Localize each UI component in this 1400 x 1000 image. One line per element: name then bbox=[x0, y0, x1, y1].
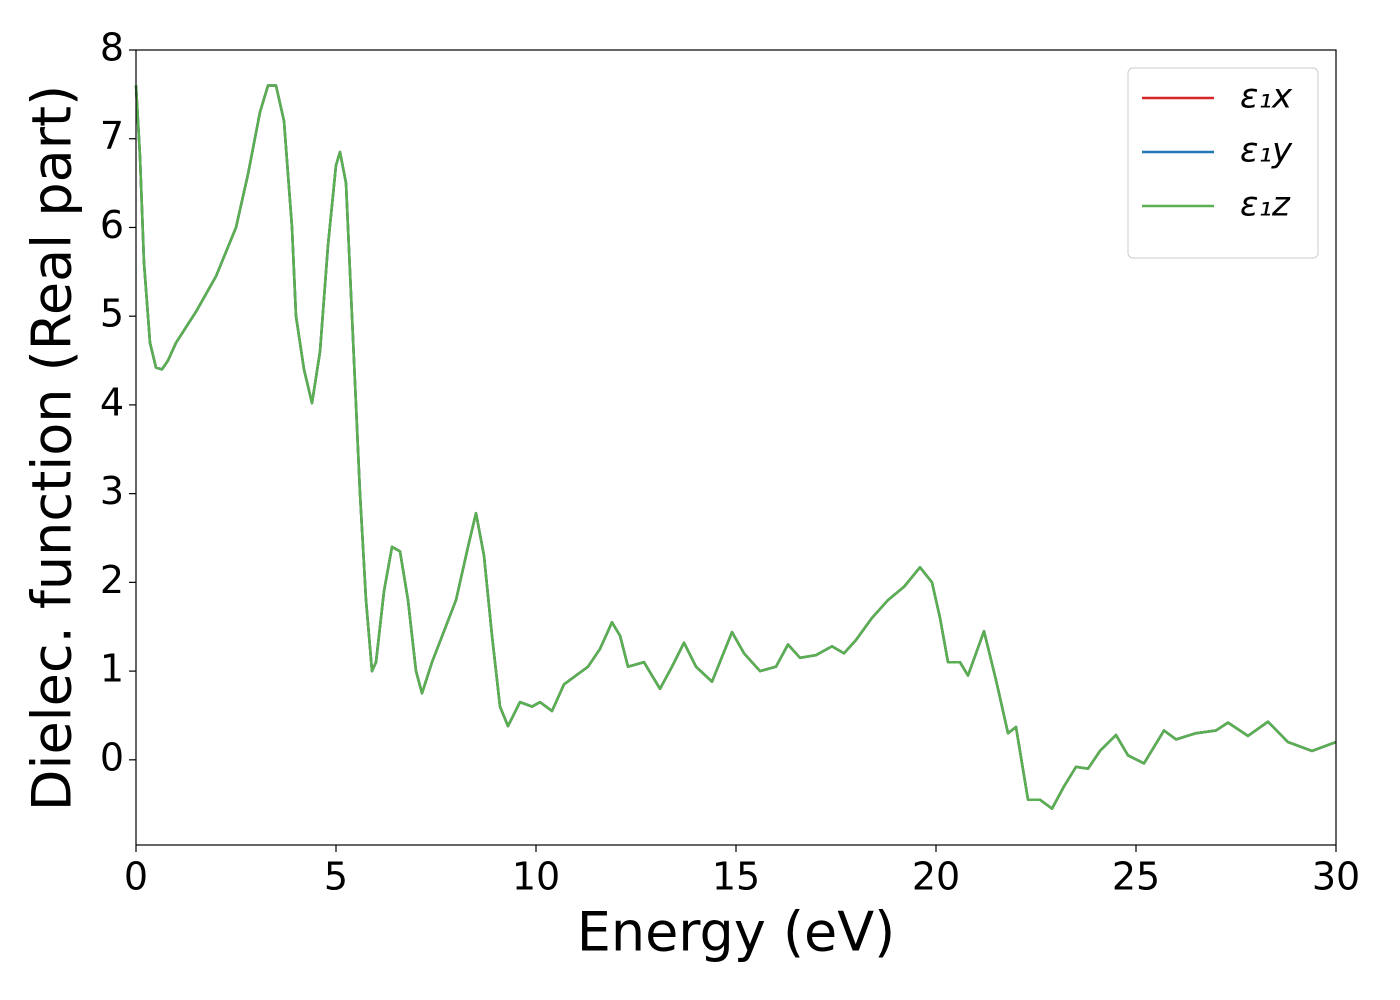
y-axis-label: Dielec. function (Real part) bbox=[21, 85, 84, 811]
plot-frame bbox=[135, 49, 1337, 846]
y-tick-label: 4 bbox=[100, 380, 124, 424]
y-tick-label: 1 bbox=[100, 647, 124, 691]
legend-box bbox=[1127, 67, 1319, 259]
y-tick-label: 0 bbox=[100, 735, 124, 779]
legend-label: ε₁z bbox=[1240, 185, 1291, 225]
y-tick-label: 5 bbox=[100, 292, 124, 336]
x-axis-label: Energy (eV) bbox=[577, 901, 896, 964]
legend-label: ε₁y bbox=[1240, 131, 1293, 171]
y-tick-label: 8 bbox=[100, 26, 124, 70]
x-tick-label: 20 bbox=[912, 855, 960, 899]
x-tick-label: 10 bbox=[512, 855, 560, 899]
x-tick-label: 5 bbox=[324, 855, 348, 899]
y-tick-label: 2 bbox=[100, 558, 124, 602]
y-tick-label: 3 bbox=[100, 469, 124, 513]
x-tick-label: 30 bbox=[1312, 855, 1360, 899]
legend-label: ε₁x bbox=[1240, 77, 1293, 117]
series-line bbox=[134, 84, 1337, 810]
y-tick-label: 7 bbox=[100, 114, 124, 158]
x-tick-label: 25 bbox=[1112, 855, 1160, 899]
x-tick-label: 15 bbox=[712, 855, 760, 899]
y-tick-label: 6 bbox=[100, 203, 124, 247]
x-tick-label: 0 bbox=[124, 855, 148, 899]
